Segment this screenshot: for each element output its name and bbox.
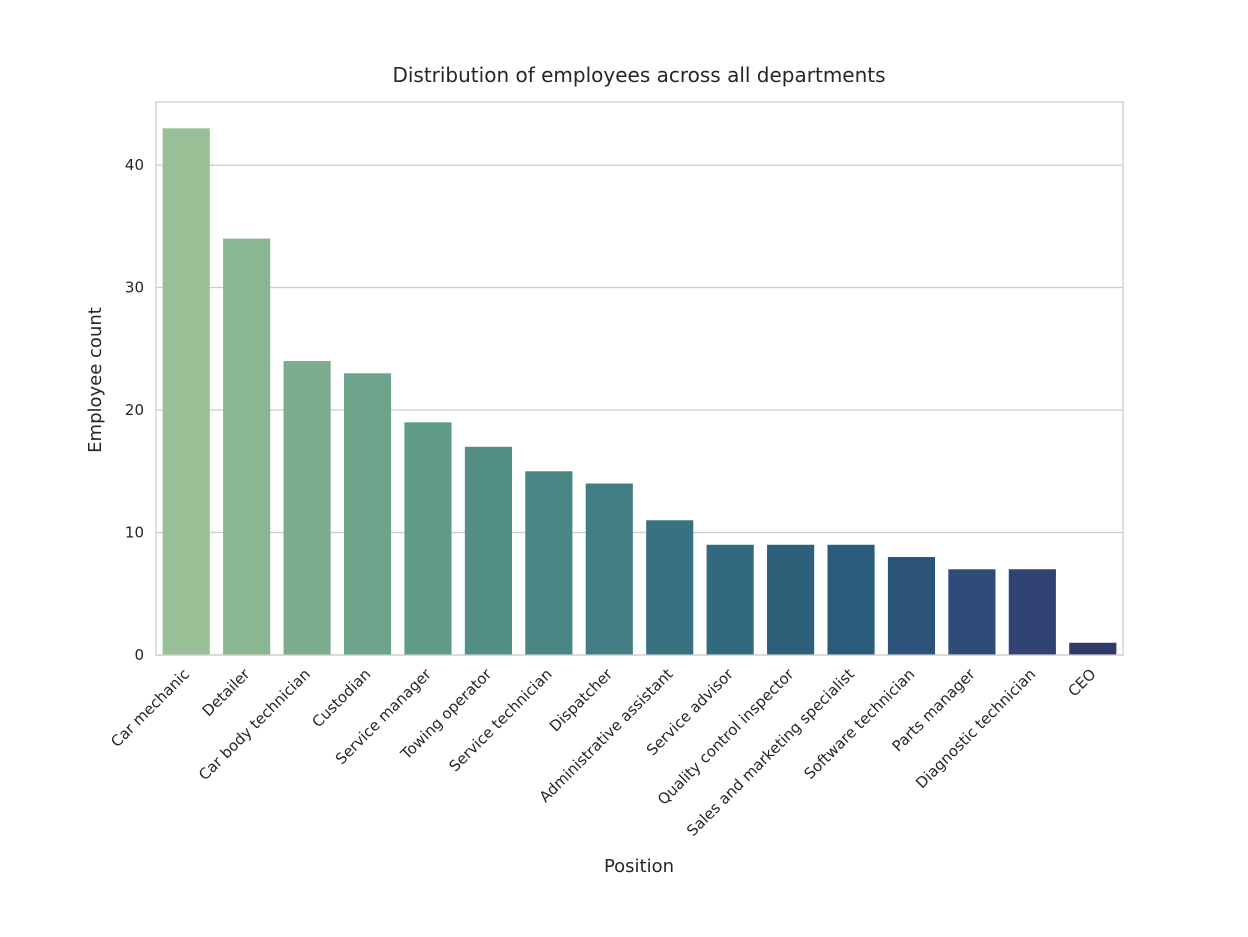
y-tick-labels: 0 10 20 30 40 <box>125 156 144 664</box>
plot-frame <box>155 101 1124 656</box>
bar <box>525 471 573 655</box>
bar <box>404 422 452 655</box>
chart-title: Distribution of employees across all dep… <box>392 63 885 87</box>
bar <box>827 544 875 655</box>
y-tick-label: 20 <box>125 401 144 419</box>
x-tick-label: Detailer <box>199 665 254 720</box>
x-axis-label: Position <box>604 856 674 877</box>
bar <box>464 446 512 655</box>
x-tick-label: Software technician <box>801 665 919 783</box>
bar <box>343 373 392 655</box>
x-tick-label: Custodian <box>308 665 374 731</box>
bar <box>585 483 633 655</box>
y-tick-label: 0 <box>134 646 144 664</box>
x-tick-label: Diagnostic technician <box>912 665 1039 792</box>
bar <box>706 544 754 655</box>
bar <box>767 544 815 655</box>
y-tick-label: 40 <box>125 156 144 174</box>
y-tick-label: 30 <box>125 279 144 297</box>
x-tick-label: CEO <box>1064 665 1099 700</box>
x-tick-label: Car mechanic <box>107 665 193 751</box>
bar <box>887 557 936 655</box>
bar <box>223 238 271 655</box>
bar <box>646 520 694 655</box>
bars <box>162 128 1117 656</box>
bar <box>1008 569 1056 655</box>
y-axis-label: Employee count <box>85 307 106 453</box>
bar <box>948 569 996 655</box>
bar <box>1069 642 1117 655</box>
bar <box>162 128 210 656</box>
x-tick-label: Car body technician <box>195 665 314 784</box>
y-tick-label: 10 <box>125 524 144 542</box>
bar <box>283 361 331 655</box>
x-tick-label: Service technician <box>445 665 555 775</box>
